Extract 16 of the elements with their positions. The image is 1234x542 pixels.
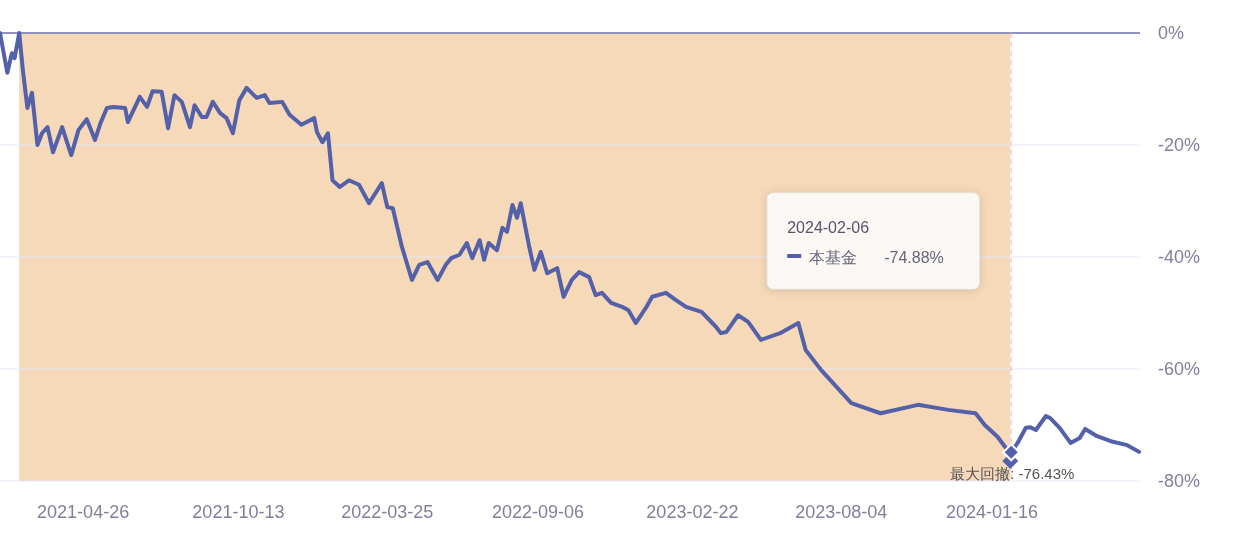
- x-tick-label: 2021-10-13: [192, 502, 285, 522]
- annotation: 2024-02-06: [787, 219, 870, 236]
- y-tick-label: -80%: [1158, 471, 1201, 492]
- annotation: 最大回撤: -76.43%: [950, 465, 1075, 482]
- y-tick-label: 0%: [1158, 23, 1185, 44]
- annotation: -74.88%: [884, 249, 944, 266]
- x-tick-label: 2023-08-04: [795, 502, 888, 522]
- y-tick-label: -20%: [1158, 135, 1201, 156]
- legend-label: 本基金: [809, 249, 858, 266]
- x-tick-label: 2022-09-06: [491, 502, 585, 522]
- x-tick-label: 2022-03-25: [341, 502, 434, 522]
- x-tick-label: 2024-01-16: [945, 502, 1039, 522]
- y-tick-label: -40%: [1158, 247, 1201, 268]
- y-tick-label: -60%: [1158, 359, 1201, 380]
- x-tick-label: 2023-02-22: [646, 502, 739, 522]
- x-tick-label: 2021-04-26: [37, 502, 130, 522]
